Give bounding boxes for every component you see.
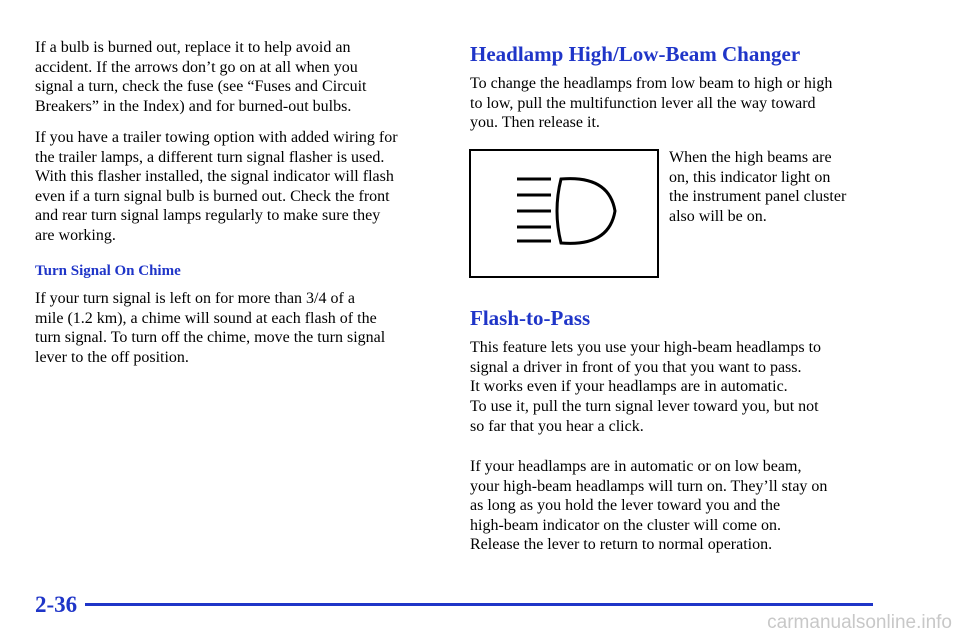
figure-caption: When the high beams are on, this indicato… (669, 148, 846, 226)
text-line: signal a driver in front of you that you… (470, 358, 802, 376)
paragraph: To change the headlamps from low beam to… (470, 74, 832, 133)
text-line: To change the headlamps from low beam to… (470, 75, 833, 92)
text-line: If a bulb is burned out, replace it to h… (35, 39, 351, 56)
text-line: to low, pull the multifunction lever all… (470, 94, 816, 112)
text-line: high-beam indicator on the cluster will … (470, 516, 782, 534)
text-line: as long as you hold the lever toward you… (470, 497, 781, 515)
text-line: Release the lever to return to normal op… (470, 536, 773, 554)
text-line: your high-beam headlamps will turn on. T… (470, 477, 828, 495)
text-line: This feature lets you use your high-beam… (470, 339, 822, 356)
text-line: If you have a trailer towing option with… (35, 129, 398, 146)
text-line: signal a turn, check the fuse (see “Fuse… (35, 78, 367, 96)
paragraph: This feature lets you use your high-beam… (470, 338, 821, 397)
text-line: accident. If the arrows don’t go on at a… (35, 58, 358, 76)
heading: Headlamp High/Low-Beam Changer (470, 42, 801, 66)
text-line: It works even if your headlamps are in a… (470, 378, 788, 396)
text-line: also will be on. (669, 207, 767, 225)
footer-rule (85, 603, 873, 606)
text-line: If your turn signal is left on for more … (35, 290, 355, 307)
text-line: you. Then release it. (470, 114, 600, 132)
text-line: so far that you hear a click. (470, 417, 644, 435)
text-line: the trailer lamps, a different turn sign… (35, 148, 385, 166)
text-line: turn signal. To turn off the chime, move… (35, 329, 386, 347)
paragraph: If your turn signal is left on for more … (35, 289, 385, 367)
text-line: the instrument panel cluster (669, 188, 847, 206)
paragraph: If your headlamps are in automatic or on… (470, 457, 827, 555)
text-line: even if a turn signal bulb is burned out… (35, 187, 390, 205)
page-number: 2-36 (35, 592, 78, 617)
watermark: carmanualsonline.info (767, 612, 952, 633)
text-line: Breakers” in the Index) and for burned-o… (35, 97, 352, 115)
headlamp-figure (469, 149, 659, 278)
text-line: and rear turn signal lamps regularly to … (35, 207, 381, 225)
text-line: are working. (35, 226, 116, 244)
subheading: Turn Signal On Chime (35, 263, 181, 279)
text-line: If your headlamps are in automatic or on… (470, 458, 802, 475)
text-line: With this flasher installed, the signal … (35, 168, 394, 186)
paragraph: To use it, pull the turn signal lever to… (470, 397, 819, 436)
heading: Flash-to-Pass (470, 306, 591, 330)
text-line: mile (1.2 km), a chime will sound at eac… (35, 309, 377, 327)
text-line: When the high beams are (669, 149, 832, 166)
text-line: on, this indicator light on (669, 168, 831, 186)
text-line: To use it, pull the turn signal lever to… (470, 398, 819, 415)
paragraph: If you have a trailer towing option with… (35, 128, 398, 246)
text-line: lever to the off position. (35, 348, 189, 366)
paragraph: If a bulb is burned out, replace it to h… (35, 38, 366, 116)
